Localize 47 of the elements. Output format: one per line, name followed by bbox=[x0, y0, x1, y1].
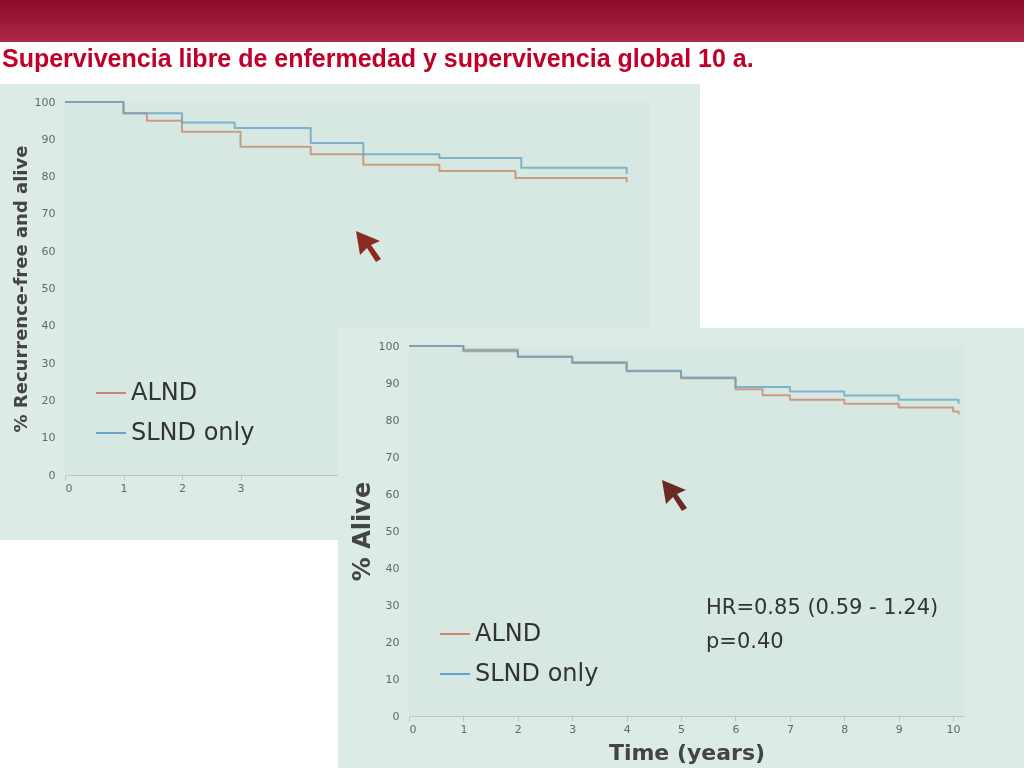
legend-label: SLND only bbox=[131, 418, 255, 446]
y-tick-label: 20 bbox=[41, 393, 56, 407]
y-tick-label: 90 bbox=[385, 376, 400, 390]
x-tick-label: 8 bbox=[841, 722, 849, 736]
legend-label: ALND bbox=[131, 378, 198, 406]
x-tick-label: 1 bbox=[460, 722, 468, 736]
x-tick-label: 5 bbox=[678, 722, 686, 736]
y-tick-label: 0 bbox=[392, 709, 400, 723]
x-tick-label: 3 bbox=[569, 722, 577, 736]
y-tick-label: 90 bbox=[41, 132, 56, 146]
x-tick-label: 7 bbox=[786, 722, 794, 736]
x-axis-title: Time (years) bbox=[608, 739, 766, 765]
legend-label: SLND only bbox=[475, 659, 599, 687]
y-tick-label: 100 bbox=[378, 339, 400, 353]
y-tick-label: 50 bbox=[385, 524, 400, 538]
y-axis-title: % Alive bbox=[347, 481, 376, 582]
x-tick-label: 0 bbox=[65, 481, 73, 495]
y-tick-label: 30 bbox=[385, 598, 400, 612]
x-tick-label: 9 bbox=[895, 722, 903, 736]
legend-label: ALND bbox=[475, 619, 542, 647]
y-tick-label: 50 bbox=[41, 282, 56, 295]
y-tick-label: 10 bbox=[385, 672, 400, 686]
chart-title: Supervivencia libre de enfermedad y supervivencia global 10 a. bbox=[2, 44, 754, 73]
y-axis-title: % Recurrence-free and alive bbox=[9, 145, 31, 433]
y-tick-label: 20 bbox=[385, 635, 400, 649]
x-tick-label: 2 bbox=[514, 722, 522, 736]
x-tick-label: 3 bbox=[237, 481, 245, 495]
y-tick-label: 70 bbox=[385, 450, 400, 464]
y-tick-label: 40 bbox=[385, 561, 400, 575]
y-tick-label: 100 bbox=[34, 95, 56, 109]
annotation: HR=0.85 (0.59 - 1.24) bbox=[706, 594, 939, 621]
x-tick-label: 1 bbox=[120, 481, 128, 495]
x-tick-label: 10 bbox=[946, 722, 961, 736]
y-tick-label: 0 bbox=[48, 468, 56, 482]
y-tick-label: 80 bbox=[41, 170, 56, 184]
y-tick-label: 40 bbox=[41, 319, 56, 333]
x-tick-label: 6 bbox=[732, 722, 740, 736]
y-tick-label: 80 bbox=[385, 413, 400, 427]
annotation: p=0.40 bbox=[706, 628, 785, 655]
y-tick-label: 70 bbox=[41, 207, 56, 221]
x-tick-label: 2 bbox=[179, 481, 186, 495]
y-tick-label: 30 bbox=[41, 356, 56, 370]
y-tick-label: 60 bbox=[385, 487, 400, 501]
x-tick-label: 4 bbox=[623, 722, 631, 736]
y-tick-label: 10 bbox=[41, 431, 56, 445]
y-tick-label: 60 bbox=[41, 244, 56, 258]
x-tick-label: 0 bbox=[409, 722, 417, 736]
